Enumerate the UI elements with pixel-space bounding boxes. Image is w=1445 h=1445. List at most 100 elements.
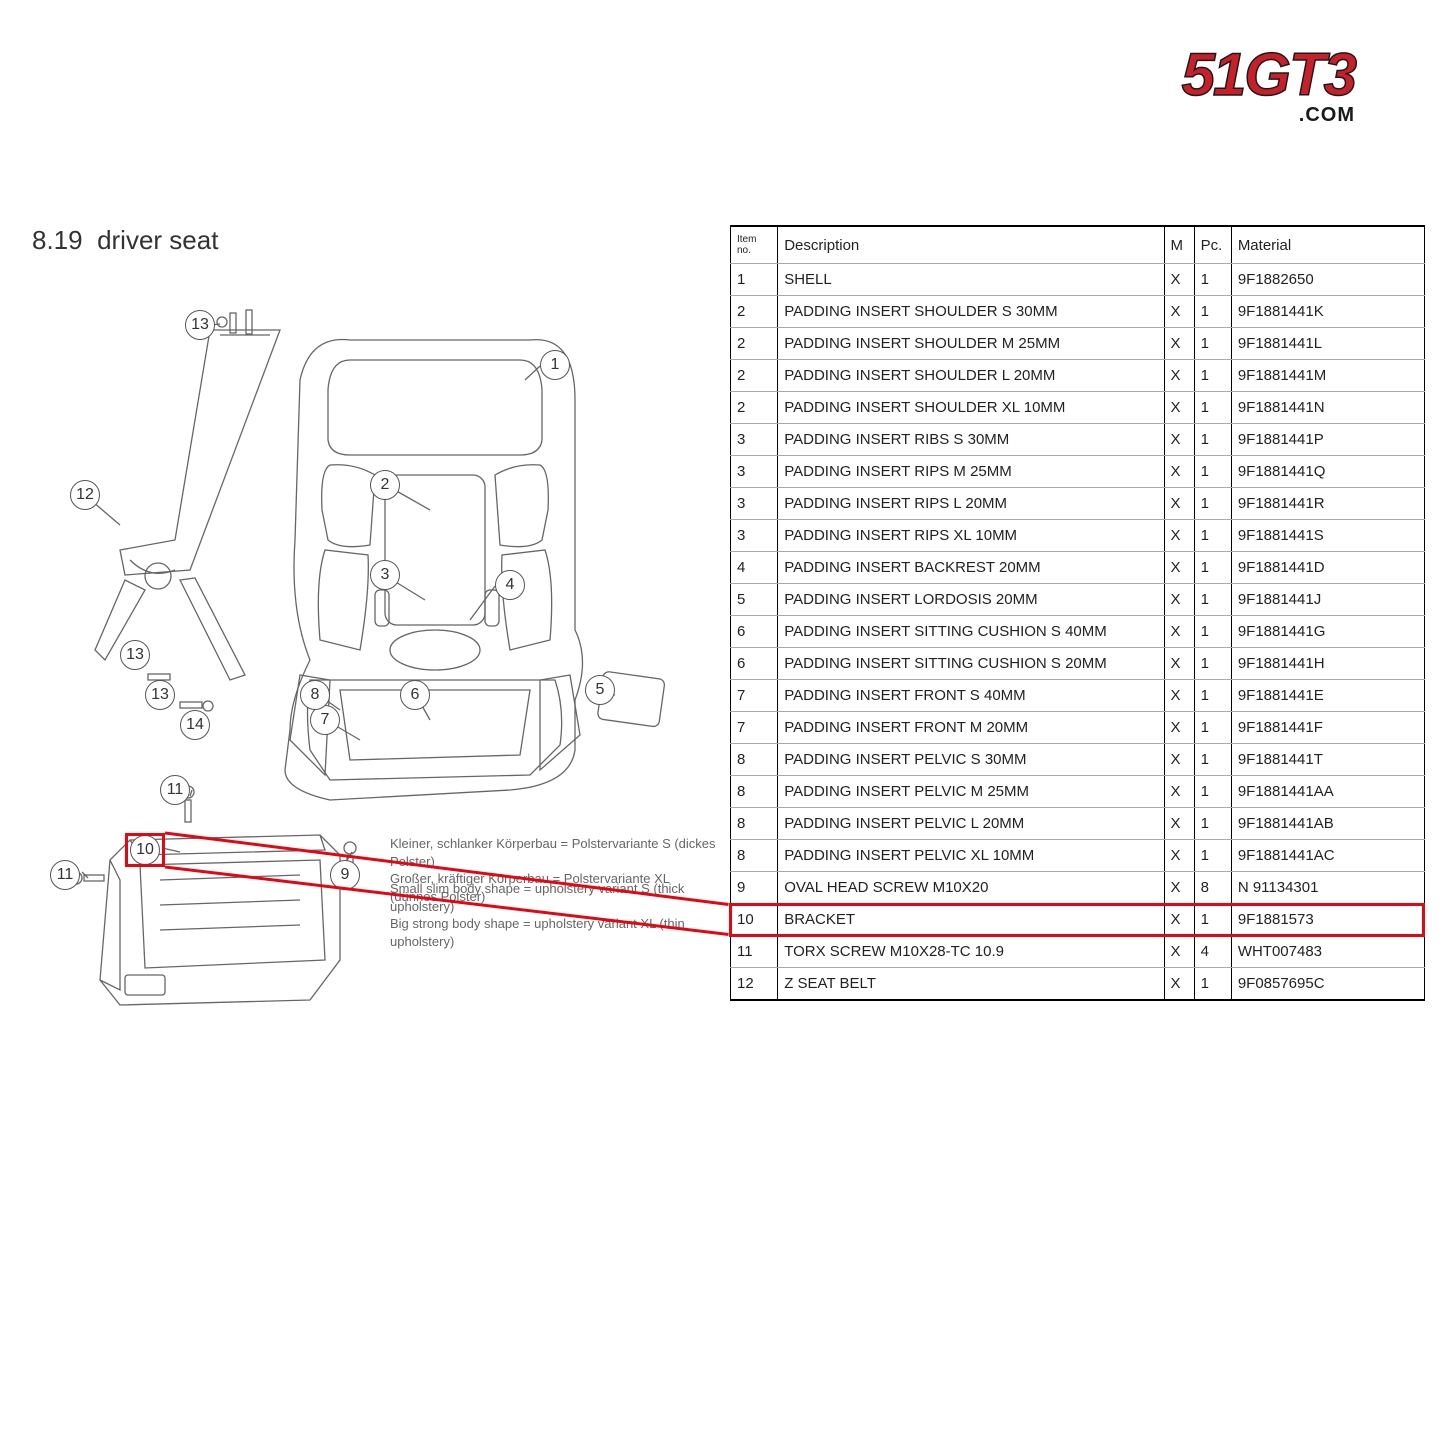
table-row: 3PADDING INSERT RIBS S 30MMX19F1881441P xyxy=(731,424,1425,456)
cell-mat: 9F1881441Q xyxy=(1231,456,1424,488)
header-desc: Description xyxy=(778,226,1164,264)
cell-desc: PADDING INSERT PELVIC XL 10MM xyxy=(778,840,1164,872)
parts-table: Item no. Description M Pc. Material 1SHE… xyxy=(730,225,1425,1001)
callout-12: 12 xyxy=(70,480,100,510)
callout-13: 13 xyxy=(120,640,150,670)
cell-desc: PADDING INSERT LORDOSIS 20MM xyxy=(778,584,1164,616)
cell-mat: 9F1881441AB xyxy=(1231,808,1424,840)
table-row: 8PADDING INSERT PELVIC XL 10MMX19F188144… xyxy=(731,840,1425,872)
cell-mat: 9F1881441P xyxy=(1231,424,1424,456)
callout-14: 14 xyxy=(180,710,210,740)
cell-m: X xyxy=(1164,328,1194,360)
cell-desc: PADDING INSERT PELVIC S 30MM xyxy=(778,744,1164,776)
note-en: Small slim body shape = upholstery varia… xyxy=(390,880,720,950)
cell-desc: PADDING INSERT SHOULDER S 30MM xyxy=(778,296,1164,328)
callout-13: 13 xyxy=(185,310,215,340)
cell-desc: SHELL xyxy=(778,264,1164,296)
site-logo: 51GT3 .COM xyxy=(1182,48,1355,127)
cell-mat: 9F1881441N xyxy=(1231,392,1424,424)
cell-desc: PADDING INSERT SITTING CUSHION S 20MM xyxy=(778,648,1164,680)
cell-item: 1 xyxy=(731,264,778,296)
cell-m: X xyxy=(1164,488,1194,520)
header-m: M xyxy=(1164,226,1194,264)
cell-m: X xyxy=(1164,680,1194,712)
cell-mat: 9F1881441G xyxy=(1231,616,1424,648)
cell-mat: 9F1881441J xyxy=(1231,584,1424,616)
cell-mat: 9F1881441R xyxy=(1231,488,1424,520)
cell-item: 3 xyxy=(731,424,778,456)
cell-pc: 1 xyxy=(1194,360,1231,392)
cell-mat: 9F1881441AC xyxy=(1231,840,1424,872)
cell-item: 8 xyxy=(731,776,778,808)
cell-m: X xyxy=(1164,616,1194,648)
callout-8: 8 xyxy=(300,680,330,710)
cell-pc: 1 xyxy=(1194,584,1231,616)
table-row: 3PADDING INSERT RIPS L 20MMX19F1881441R xyxy=(731,488,1425,520)
cell-item: 6 xyxy=(731,648,778,680)
cell-pc: 1 xyxy=(1194,744,1231,776)
cell-pc: 1 xyxy=(1194,456,1231,488)
cell-pc: 1 xyxy=(1194,712,1231,744)
cell-item: 8 xyxy=(731,808,778,840)
cell-desc: PADDING INSERT PELVIC L 20MM xyxy=(778,808,1164,840)
cell-desc: PADDING INSERT FRONT S 40MM xyxy=(778,680,1164,712)
table-row: 2PADDING INSERT SHOULDER XL 10MMX19F1881… xyxy=(731,392,1425,424)
cell-item: 8 xyxy=(731,744,778,776)
cell-m: X xyxy=(1164,520,1194,552)
section-title: 8.19 driver seat xyxy=(32,225,218,256)
callout-11: 11 xyxy=(50,860,80,890)
cell-m: X xyxy=(1164,264,1194,296)
cell-item: 2 xyxy=(731,392,778,424)
cell-mat: 9F1881441H xyxy=(1231,648,1424,680)
cell-pc: 1 xyxy=(1194,328,1231,360)
cell-item: 2 xyxy=(731,360,778,392)
cell-pc: 1 xyxy=(1194,552,1231,584)
cell-mat: 9F1881441AA xyxy=(1231,776,1424,808)
table-row: 3PADDING INSERT RIPS M 25MMX19F1881441Q xyxy=(731,456,1425,488)
cell-item: 4 xyxy=(731,552,778,584)
cell-mat: 9F1881441D xyxy=(1231,552,1424,584)
cell-m: X xyxy=(1164,360,1194,392)
table-row: 6PADDING INSERT SITTING CUSHION S 40MMX1… xyxy=(731,616,1425,648)
cell-m: X xyxy=(1164,840,1194,872)
table-row: 7PADDING INSERT FRONT M 20MMX19F1881441F xyxy=(731,712,1425,744)
cell-item: 3 xyxy=(731,488,778,520)
cell-desc: PADDING INSERT PELVIC M 25MM xyxy=(778,776,1164,808)
callout-6: 6 xyxy=(400,680,430,710)
table-header-row: Item no. Description M Pc. Material xyxy=(731,226,1425,264)
cell-item: 7 xyxy=(731,680,778,712)
cell-m: X xyxy=(1164,552,1194,584)
cell-item: 3 xyxy=(731,456,778,488)
cell-desc: Z SEAT BELT xyxy=(778,968,1164,1001)
cell-m: X xyxy=(1164,872,1194,904)
cell-pc: 1 xyxy=(1194,488,1231,520)
cell-m: X xyxy=(1164,936,1194,968)
cell-m: X xyxy=(1164,648,1194,680)
cell-pc: 1 xyxy=(1194,904,1231,936)
callout-1: 1 xyxy=(540,350,570,380)
cell-mat: 9F1881441S xyxy=(1231,520,1424,552)
cell-item: 10 xyxy=(731,904,778,936)
table-row: 11TORX SCREW M10X28-TC 10.9X4WHT007483 xyxy=(731,936,1425,968)
cell-item: 8 xyxy=(731,840,778,872)
header-item: Item no. xyxy=(731,226,778,264)
cell-desc: PADDING INSERT SITTING CUSHION S 40MM xyxy=(778,616,1164,648)
cell-desc: PADDING INSERT RIPS L 20MM xyxy=(778,488,1164,520)
logo-main-text: 51GT3 xyxy=(1182,48,1355,102)
cell-desc: BRACKET xyxy=(778,904,1164,936)
cell-mat: 9F0857695C xyxy=(1231,968,1424,1001)
callout-11: 11 xyxy=(160,775,190,805)
cell-mat: WHT007483 xyxy=(1231,936,1424,968)
parts-table-body: 1SHELLX19F18826502PADDING INSERT SHOULDE… xyxy=(731,264,1425,1001)
exploded-diagram: 1234567891011111213131314 Kleiner, schla… xyxy=(30,280,720,1140)
cell-mat: 9F1882650 xyxy=(1231,264,1424,296)
cell-mat: 9F1881441T xyxy=(1231,744,1424,776)
table-row: 7PADDING INSERT FRONT S 40MMX19F1881441E xyxy=(731,680,1425,712)
cell-mat: 9F1881573 xyxy=(1231,904,1424,936)
cell-item: 5 xyxy=(731,584,778,616)
table-row: 2PADDING INSERT SHOULDER M 25MMX19F18814… xyxy=(731,328,1425,360)
table-row: 4PADDING INSERT BACKREST 20MMX19F1881441… xyxy=(731,552,1425,584)
cell-desc: PADDING INSERT SHOULDER XL 10MM xyxy=(778,392,1164,424)
cell-m: X xyxy=(1164,296,1194,328)
cell-pc: 4 xyxy=(1194,936,1231,968)
